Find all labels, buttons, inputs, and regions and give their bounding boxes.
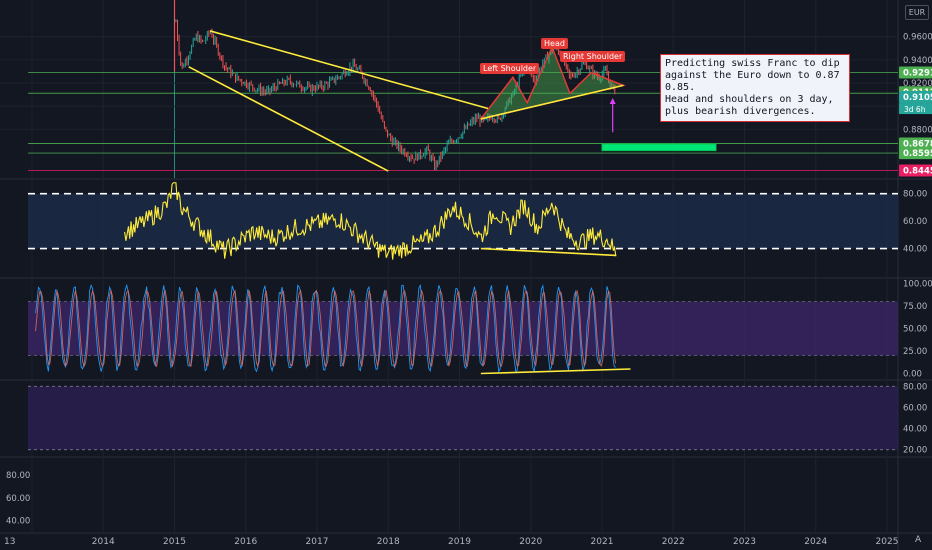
indicator-band-fill: [28, 386, 898, 450]
volume-tick-1: 60.00: [6, 494, 30, 504]
trendline-0: [209, 30, 489, 110]
stoch-tick-0: 100.00: [903, 280, 932, 290]
x-tick-label-12: 2025: [876, 537, 899, 547]
x-tick-label-8: 2021: [591, 537, 614, 547]
x-tick-label-11: 2024: [804, 537, 827, 547]
volume-tick-2: 40.00: [6, 517, 30, 527]
stoch-d-line: [35, 289, 616, 368]
price-tick-1: 0.9400: [903, 56, 932, 66]
stoch-tick-2: 50.00: [903, 325, 927, 335]
stoch-tick-1: 75.00: [903, 302, 927, 312]
stoch-divergence-line: [480, 368, 631, 375]
rsi-band-fill: [28, 193, 898, 249]
price-label-bg-2: [899, 91, 932, 104]
indicator-tick-2: 40.00: [903, 425, 927, 435]
price-tick-4: 0.8800: [903, 125, 932, 135]
x-tick-label-7: 2020: [519, 537, 542, 547]
x-tick-label-10: 2023: [733, 537, 756, 547]
trendline-2: [480, 84, 624, 120]
scale-mode-button[interactable]: A: [915, 535, 922, 545]
price-label-2: 0.9105: [903, 93, 932, 103]
price-label-3: 0.8678: [903, 139, 932, 149]
price-label-bg-4: [899, 147, 932, 160]
countdown-bg: [899, 103, 932, 115]
indicator-tick-3: 20.00: [903, 446, 927, 456]
rsi-line: [124, 182, 617, 260]
volume-tick-0: 80.00: [6, 471, 30, 481]
annotation-note: Predicting swiss Franc to dip against th…: [660, 54, 850, 122]
trendline-1: [188, 66, 389, 172]
projection-arrow-head: [609, 98, 616, 105]
stoch-tick-3: 25.00: [903, 347, 927, 357]
rsi-divergence-line: [480, 247, 617, 257]
indicator-tick-0: 80.00: [903, 382, 927, 392]
rsi-tick-2: 40.00: [903, 245, 927, 255]
price-tick-0: 0.9600: [903, 33, 932, 43]
x-tick-label-4: 2017: [306, 537, 329, 547]
indicator-tick-1: 60.00: [903, 403, 927, 413]
x-tick-label-6: 2019: [448, 537, 471, 547]
right-shoulder-label: Right Shoulder: [560, 51, 626, 62]
rsi-tick-0: 80.00: [903, 190, 927, 200]
x-tick-label-3: 2016: [234, 537, 257, 547]
x-tick-label-1: 2014: [92, 537, 115, 547]
countdown-label: 3d 6h: [904, 105, 926, 114]
x-tick-label-5: 2018: [377, 537, 400, 547]
left-shoulder-label: Left Shoulder: [480, 63, 540, 74]
price-label-4: 0.8595: [903, 149, 932, 159]
head-label: Head: [541, 38, 568, 49]
rsi-tick-1: 60.00: [903, 217, 927, 227]
price-label-bg-5: [899, 164, 932, 177]
price-tick-2: 0.9200: [903, 79, 932, 89]
x-tick-label-0: 13: [4, 537, 15, 547]
x-tick-label-9: 2022: [662, 537, 685, 547]
price-label-bg-0: [899, 66, 932, 79]
currency-label[interactable]: EUR: [905, 5, 929, 20]
price-label-bg-3: [899, 137, 932, 150]
stoch-tick-4: 0.00: [903, 370, 922, 380]
target-zone-box: [601, 143, 717, 152]
head-and-shoulders-pattern: [478, 45, 626, 121]
price-label-5: 0.8445: [903, 166, 932, 176]
x-tick-label-2: 2015: [163, 537, 186, 547]
price-label-0: 0.9291: [903, 69, 932, 79]
